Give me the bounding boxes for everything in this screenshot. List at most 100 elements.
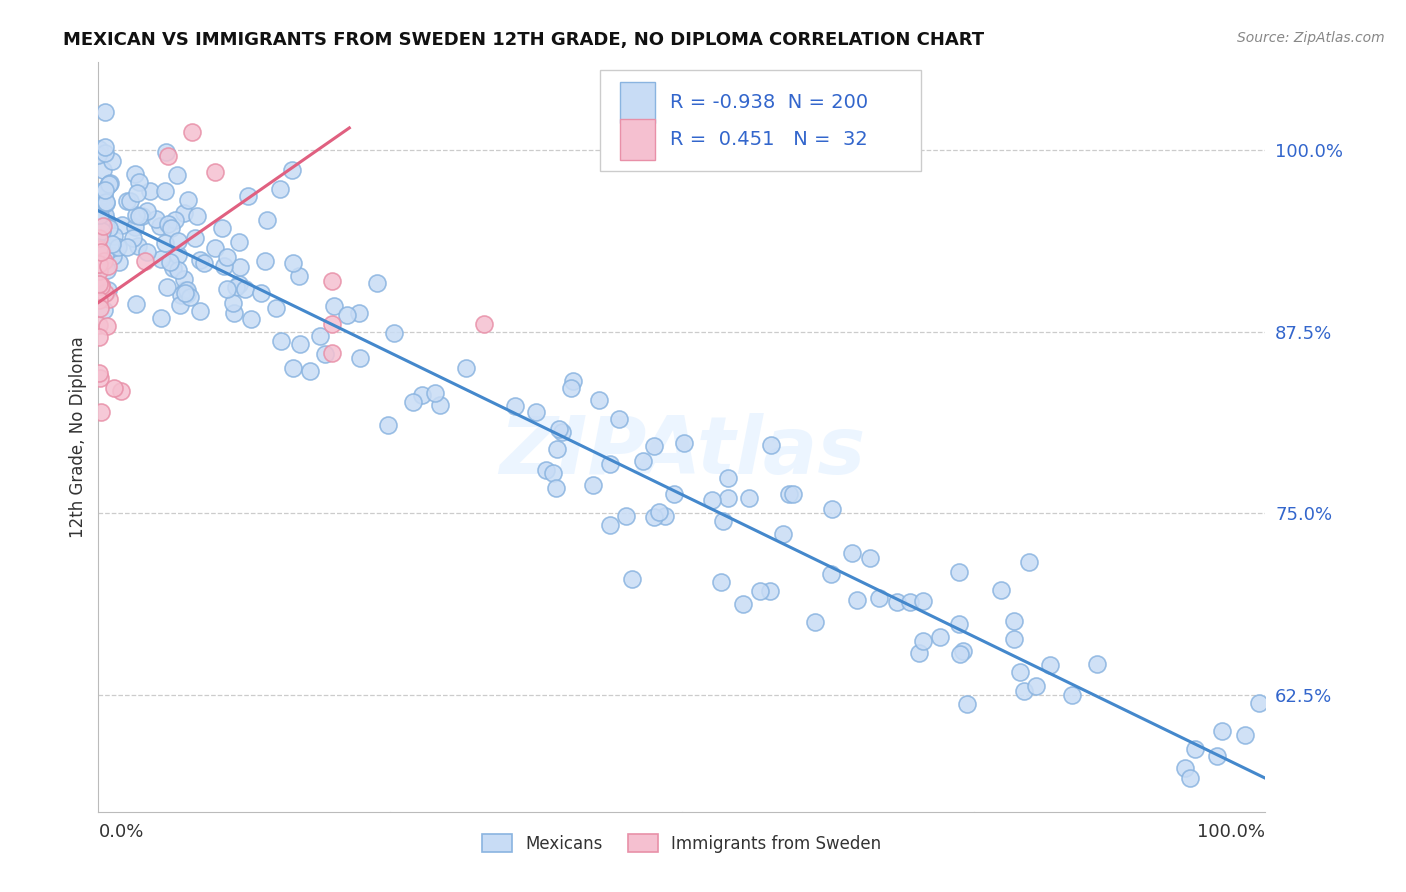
Point [429,398,451,412]
Point [548,421,571,435]
Point [948,566,970,580]
Point [1012,683,1035,698]
Point [111,218,134,232]
Point [949,647,972,661]
Point [215,250,238,264]
Point [648,505,671,519]
Point [166,169,188,183]
Point [204,164,226,178]
Point [90,245,112,260]
Point [139,184,162,198]
Point [167,247,190,261]
Point [110,384,132,399]
Point [87,148,110,162]
Point [169,298,191,312]
Point [309,329,332,343]
Point [759,584,782,599]
Point [93,209,115,223]
Point [803,615,825,629]
Point [281,255,304,269]
Point [1025,679,1047,693]
Point [97,259,120,273]
Point [929,631,952,645]
Point [859,551,882,566]
Point [93,104,115,119]
Point [900,594,922,608]
Point [89,142,111,156]
Point [673,436,696,450]
Point [103,381,125,395]
Point [561,374,583,388]
Point [96,262,118,277]
Point [176,283,198,297]
Point [91,219,114,233]
Point [782,487,804,501]
Point [173,271,195,285]
Text: R =  0.451   N =  32: R = 0.451 N = 32 [671,130,868,149]
Point [87,293,110,307]
Point [868,591,890,606]
Point [366,277,388,291]
Point [956,698,979,712]
Point [159,255,181,269]
Point [94,212,117,227]
Point [179,290,201,304]
Point [156,217,179,231]
Point [633,454,655,468]
Point [1018,555,1040,569]
Point [820,566,842,581]
Point [107,240,129,254]
Point [526,405,548,419]
Point [91,225,114,239]
Point [505,399,527,413]
Point [225,280,247,294]
Point [222,306,245,320]
Point [749,584,772,599]
Point [135,245,157,260]
Point [643,439,665,453]
Point [87,318,110,333]
Y-axis label: 12th Grade, No Diploma: 12th Grade, No Diploma [69,336,87,538]
Point [177,194,200,208]
FancyBboxPatch shape [620,119,655,161]
Point [89,208,111,222]
Point [149,252,172,267]
Point [662,487,685,501]
Point [1178,771,1201,785]
Point [536,463,558,477]
Point [87,185,110,199]
Point [145,211,167,226]
Point [948,617,970,632]
Point [155,145,177,160]
Point [1085,657,1108,671]
Point [281,360,304,375]
Point [173,206,195,220]
Point [125,186,148,200]
Point [778,487,800,501]
Point [1233,729,1256,743]
Point [128,175,150,189]
Point [96,195,118,210]
Point [288,268,311,283]
Point [1247,696,1270,710]
Point [472,318,495,332]
Point [643,509,665,524]
Point [614,509,637,524]
Point [125,296,148,310]
Point [118,194,141,208]
Point [108,254,131,268]
Point [238,189,260,203]
Point [314,347,336,361]
Point [153,184,176,198]
Point [150,310,173,325]
Point [166,263,188,277]
Point [620,572,643,586]
Point [256,213,278,227]
Point [599,457,621,471]
Point [131,209,153,223]
Point [886,595,908,609]
Point [1038,658,1060,673]
Point [738,491,761,505]
Text: ZIPAtlas: ZIPAtlas [499,413,865,491]
Point [87,257,110,271]
